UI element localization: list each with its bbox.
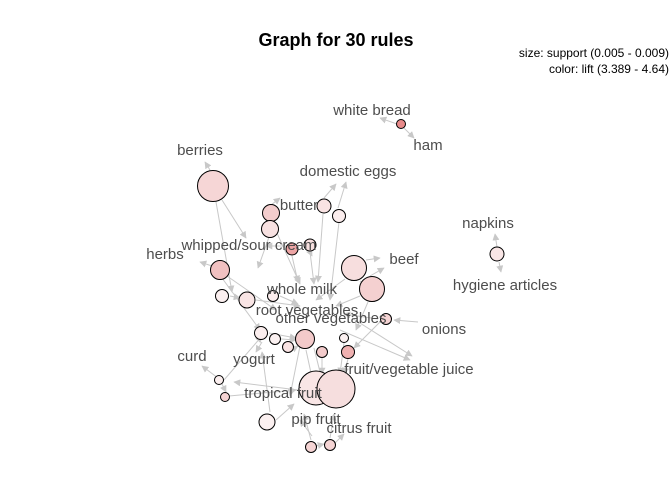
edge bbox=[393, 317, 419, 325]
rule-node bbox=[210, 260, 230, 280]
edge bbox=[327, 221, 340, 301]
rule-node bbox=[305, 441, 317, 453]
edge bbox=[233, 379, 299, 391]
edge bbox=[335, 295, 361, 307]
edge bbox=[315, 442, 325, 449]
edge bbox=[339, 329, 411, 361]
edge bbox=[353, 321, 381, 349]
item-label: napkins bbox=[462, 215, 514, 232]
rule-node bbox=[489, 246, 505, 262]
item-label: other vegetables bbox=[276, 310, 387, 327]
item-label: yogurt bbox=[233, 351, 276, 368]
edge bbox=[259, 351, 271, 413]
item-label: pip fruit bbox=[291, 411, 341, 428]
edge bbox=[355, 301, 369, 331]
edge bbox=[343, 311, 379, 320]
edge bbox=[201, 365, 219, 379]
item-label: fruit/vegetable juice bbox=[344, 361, 473, 378]
edge bbox=[369, 267, 385, 277]
item-label: ham bbox=[413, 137, 442, 154]
edge bbox=[315, 278, 346, 301]
edge bbox=[279, 295, 299, 305]
rule-node bbox=[215, 289, 229, 303]
item-label: hygiene articles bbox=[453, 277, 557, 294]
edge bbox=[329, 413, 337, 439]
edge bbox=[309, 251, 317, 285]
edge bbox=[351, 317, 413, 357]
edge bbox=[275, 403, 295, 421]
edge bbox=[299, 419, 313, 437]
item-label: curd bbox=[177, 348, 206, 365]
rule-node bbox=[254, 326, 268, 340]
item-label: whipped/sour cream bbox=[180, 237, 316, 254]
item-label: white bread bbox=[332, 102, 411, 119]
edge bbox=[403, 127, 415, 139]
item-label: whole milk bbox=[266, 281, 338, 298]
edge bbox=[221, 199, 247, 239]
legend-size: size: support (0.005 - 0.009) bbox=[519, 46, 669, 60]
item-label: onions bbox=[422, 321, 466, 338]
rule-node bbox=[295, 329, 315, 349]
edge bbox=[215, 201, 235, 293]
rule-node bbox=[303, 238, 317, 252]
rule-node bbox=[258, 413, 276, 431]
edge bbox=[229, 293, 241, 301]
edge bbox=[365, 255, 381, 263]
item-label: citrus fruit bbox=[326, 420, 392, 437]
edge bbox=[291, 255, 300, 283]
nodes-layer bbox=[197, 119, 505, 453]
rule-node bbox=[197, 170, 229, 202]
edge bbox=[342, 358, 350, 375]
rule-node bbox=[341, 255, 367, 281]
rule-node bbox=[220, 392, 230, 402]
rule-node bbox=[238, 291, 256, 309]
rule-node bbox=[262, 204, 280, 222]
edge bbox=[255, 299, 301, 309]
item-label: beef bbox=[389, 251, 419, 268]
item-label: berries bbox=[177, 142, 223, 159]
edge bbox=[334, 433, 345, 444]
item-label: butter bbox=[280, 197, 318, 214]
edge bbox=[496, 261, 504, 273]
edge bbox=[337, 181, 348, 209]
edge bbox=[314, 213, 324, 283]
edge bbox=[204, 161, 212, 171]
item-label: tropical fruit bbox=[244, 385, 322, 402]
rule-node bbox=[380, 313, 392, 325]
rule-node bbox=[285, 242, 299, 256]
edge bbox=[270, 197, 281, 206]
edge bbox=[228, 387, 297, 397]
edge bbox=[255, 341, 263, 353]
edge bbox=[379, 116, 398, 125]
rule-node bbox=[269, 333, 281, 345]
edge bbox=[199, 260, 213, 268]
rule-node bbox=[332, 209, 346, 223]
legend-color: color: lift (3.389 - 4.64) bbox=[549, 62, 669, 76]
rule-node bbox=[282, 341, 294, 353]
rule-node bbox=[261, 220, 279, 238]
edge bbox=[302, 413, 312, 441]
rule-node bbox=[324, 439, 336, 451]
rule-node bbox=[316, 346, 328, 358]
rule-node bbox=[267, 290, 279, 302]
edge bbox=[280, 336, 297, 344]
rule-node bbox=[316, 198, 332, 214]
edge bbox=[220, 383, 227, 393]
item-label: domestic eggs bbox=[300, 163, 397, 180]
edge bbox=[256, 236, 270, 269]
rule-node bbox=[396, 119, 406, 129]
item-label: herbs bbox=[146, 246, 184, 263]
rule-node bbox=[316, 369, 356, 409]
edge bbox=[492, 233, 500, 248]
item-label: root vegetables bbox=[256, 302, 359, 319]
rule-node bbox=[214, 375, 224, 385]
edge bbox=[323, 183, 337, 199]
labels-layer: white bread ham berries domestic eggs bu… bbox=[146, 102, 557, 437]
edge bbox=[223, 335, 263, 381]
rule-node bbox=[359, 276, 385, 302]
rule-node bbox=[341, 345, 355, 359]
rule-node bbox=[339, 333, 349, 343]
graph-title: Graph for 30 rules bbox=[258, 30, 413, 50]
